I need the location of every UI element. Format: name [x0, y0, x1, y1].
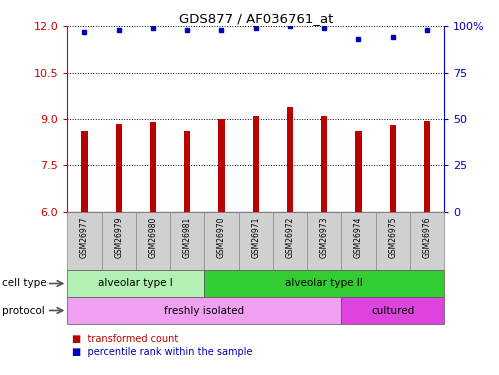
- Bar: [424, 121, 430, 212]
- Bar: [376, 212, 410, 270]
- Text: GSM26977: GSM26977: [80, 216, 89, 258]
- Bar: [150, 122, 156, 212]
- Bar: [273, 212, 307, 270]
- Bar: [102, 212, 136, 270]
- Text: GSM26974: GSM26974: [354, 216, 363, 258]
- Bar: [136, 212, 170, 270]
- Bar: [81, 132, 87, 212]
- Bar: [116, 124, 122, 212]
- Bar: [410, 212, 444, 270]
- Text: cultured: cultured: [371, 306, 414, 315]
- Bar: [205, 212, 239, 270]
- Bar: [287, 106, 293, 212]
- Bar: [321, 116, 327, 212]
- Bar: [67, 212, 102, 270]
- Text: ■  transformed count: ■ transformed count: [72, 334, 179, 344]
- Text: GSM26973: GSM26973: [320, 216, 329, 258]
- Bar: [355, 132, 362, 212]
- Text: GSM26976: GSM26976: [423, 216, 432, 258]
- Text: ■  percentile rank within the sample: ■ percentile rank within the sample: [72, 347, 253, 357]
- Text: GSM26971: GSM26971: [251, 216, 260, 258]
- Text: alveolar type I: alveolar type I: [98, 279, 173, 288]
- Text: protocol: protocol: [2, 306, 45, 315]
- Bar: [67, 297, 341, 324]
- Bar: [239, 212, 273, 270]
- Bar: [170, 212, 205, 270]
- Text: alveolar type II: alveolar type II: [285, 279, 363, 288]
- Bar: [307, 212, 341, 270]
- Bar: [252, 116, 259, 212]
- Title: GDS877 / AF036761_at: GDS877 / AF036761_at: [179, 12, 333, 25]
- Bar: [67, 270, 205, 297]
- Text: GSM26981: GSM26981: [183, 216, 192, 258]
- Text: freshly isolated: freshly isolated: [164, 306, 245, 315]
- Bar: [341, 297, 444, 324]
- Text: GSM26979: GSM26979: [114, 216, 123, 258]
- Text: cell type: cell type: [2, 279, 47, 288]
- Bar: [184, 132, 190, 212]
- Text: GSM26975: GSM26975: [388, 216, 397, 258]
- Bar: [390, 125, 396, 212]
- Bar: [205, 270, 444, 297]
- Text: GSM26972: GSM26972: [285, 216, 294, 258]
- Bar: [341, 212, 376, 270]
- Bar: [219, 119, 225, 212]
- Text: GSM26970: GSM26970: [217, 216, 226, 258]
- Text: GSM26980: GSM26980: [149, 216, 158, 258]
